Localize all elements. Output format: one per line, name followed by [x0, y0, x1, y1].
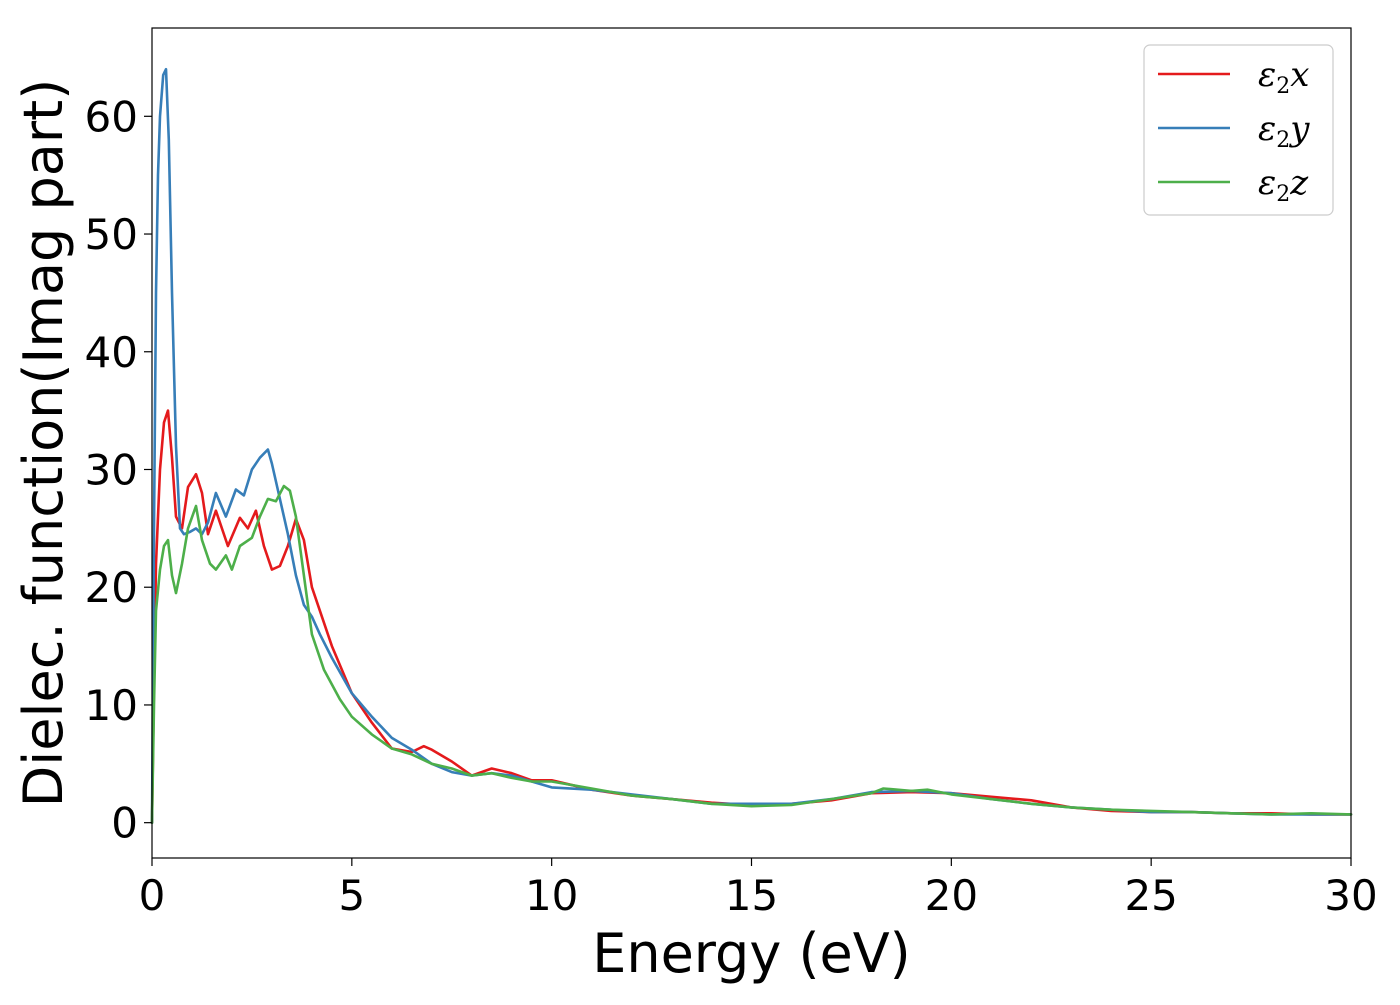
legend-variable: z — [1289, 163, 1309, 203]
x-axis-label: Energy (eV) — [592, 922, 911, 985]
legend-entry-z: ε2z — [1258, 163, 1309, 207]
y-tick-label: 0 — [111, 799, 138, 848]
y-tick-label: 40 — [85, 328, 138, 377]
legend-subscript: 2 — [1276, 128, 1290, 153]
legend-variable: y — [1288, 109, 1310, 149]
y-tick-label: 60 — [85, 92, 138, 141]
y-tick-label: 50 — [85, 210, 138, 259]
legend-subscript: 2 — [1276, 182, 1290, 207]
y-axis-label: Dielec. function(Imag part) — [12, 79, 75, 808]
y-tick-label: 10 — [85, 681, 138, 730]
legend-symbol: ε — [1258, 55, 1276, 95]
legend-symbol: ε — [1258, 163, 1276, 203]
x-tick-label: 0 — [139, 871, 166, 920]
legend-entry-x: ε2x — [1258, 55, 1309, 99]
y-tick-label: 30 — [85, 445, 138, 494]
legend-subscript: 2 — [1276, 74, 1290, 99]
series-line-z — [150, 484, 1353, 824]
legend-variable: x — [1290, 55, 1309, 95]
legend-box — [1143, 44, 1334, 216]
x-tick-label: 30 — [1324, 871, 1377, 920]
legend-entry-y: ε2y — [1258, 109, 1310, 153]
series-layer — [150, 67, 1353, 824]
x-tick-label: 20 — [925, 871, 978, 920]
series-line-x — [150, 409, 1353, 824]
x-tick-label: 25 — [1124, 871, 1177, 920]
legend-symbol: ε — [1258, 109, 1276, 149]
x-tick-label: 5 — [338, 871, 365, 920]
x-tick-label: 15 — [725, 871, 778, 920]
x-tick-label: 10 — [525, 871, 578, 920]
y-tick-label: 20 — [85, 563, 138, 612]
ticks-layer: 0 5 10 15 20 25 30 0 10 20 30 40 50 60 — [85, 92, 1378, 920]
